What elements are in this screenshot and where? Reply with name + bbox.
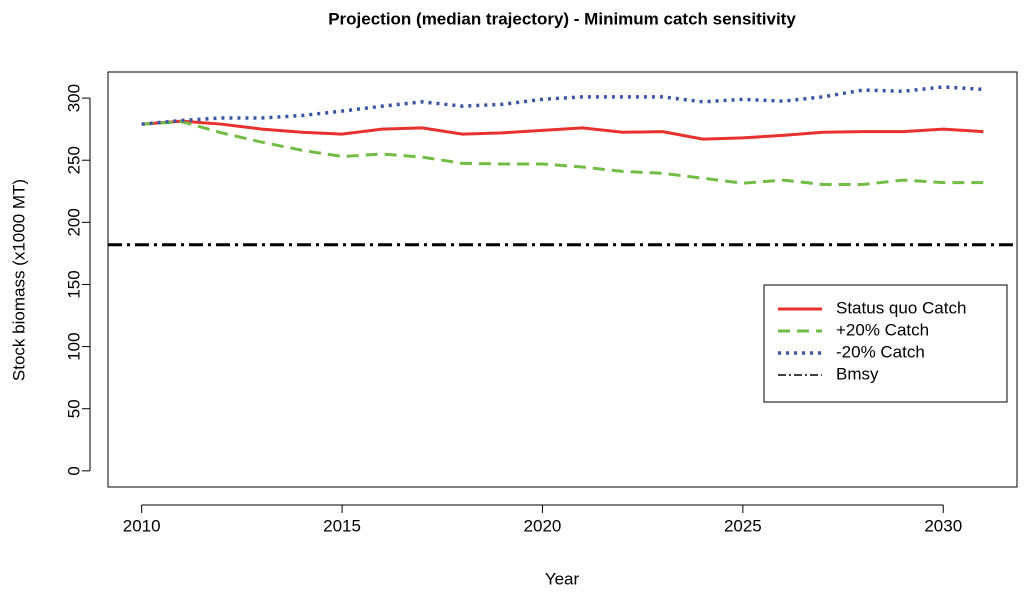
series-line	[141, 85, 984, 126]
x-tick-label: 2015	[323, 516, 361, 535]
legend-label: -20% Catch	[836, 342, 925, 361]
x-tick-label: 2025	[724, 516, 762, 535]
y-axis-label: Stock biomass (x1000 MT)	[9, 179, 28, 381]
legend-label: Status quo Catch	[836, 298, 966, 317]
y-tick-label: 200	[64, 208, 83, 236]
y-tick-label: 50	[64, 399, 83, 418]
x-axis-label: Year	[545, 569, 580, 588]
x-tick-label: 2010	[123, 516, 161, 535]
legend-box	[763, 284, 1008, 403]
legend-label: Bmsy	[836, 364, 879, 383]
y-tick-label: 100	[64, 332, 83, 360]
y-tick-label: 300	[64, 84, 83, 112]
plot-frame	[107, 71, 1018, 488]
x-tick-label: 2030	[924, 516, 962, 535]
chart-title: Projection (median trajectory) - Minimum…	[328, 9, 796, 28]
y-tick-label: 150	[64, 270, 83, 298]
y-tick-label: 250	[64, 146, 83, 174]
legend: Status quo Catch +20% Catch -20% Catch Bmsy	[763, 284, 1008, 403]
legend-label: +20% Catch	[836, 320, 929, 339]
series-line	[141, 119, 984, 141]
y-tick-label: 0	[64, 466, 83, 475]
series-line	[141, 120, 984, 186]
x-tick-label: 2020	[524, 516, 562, 535]
